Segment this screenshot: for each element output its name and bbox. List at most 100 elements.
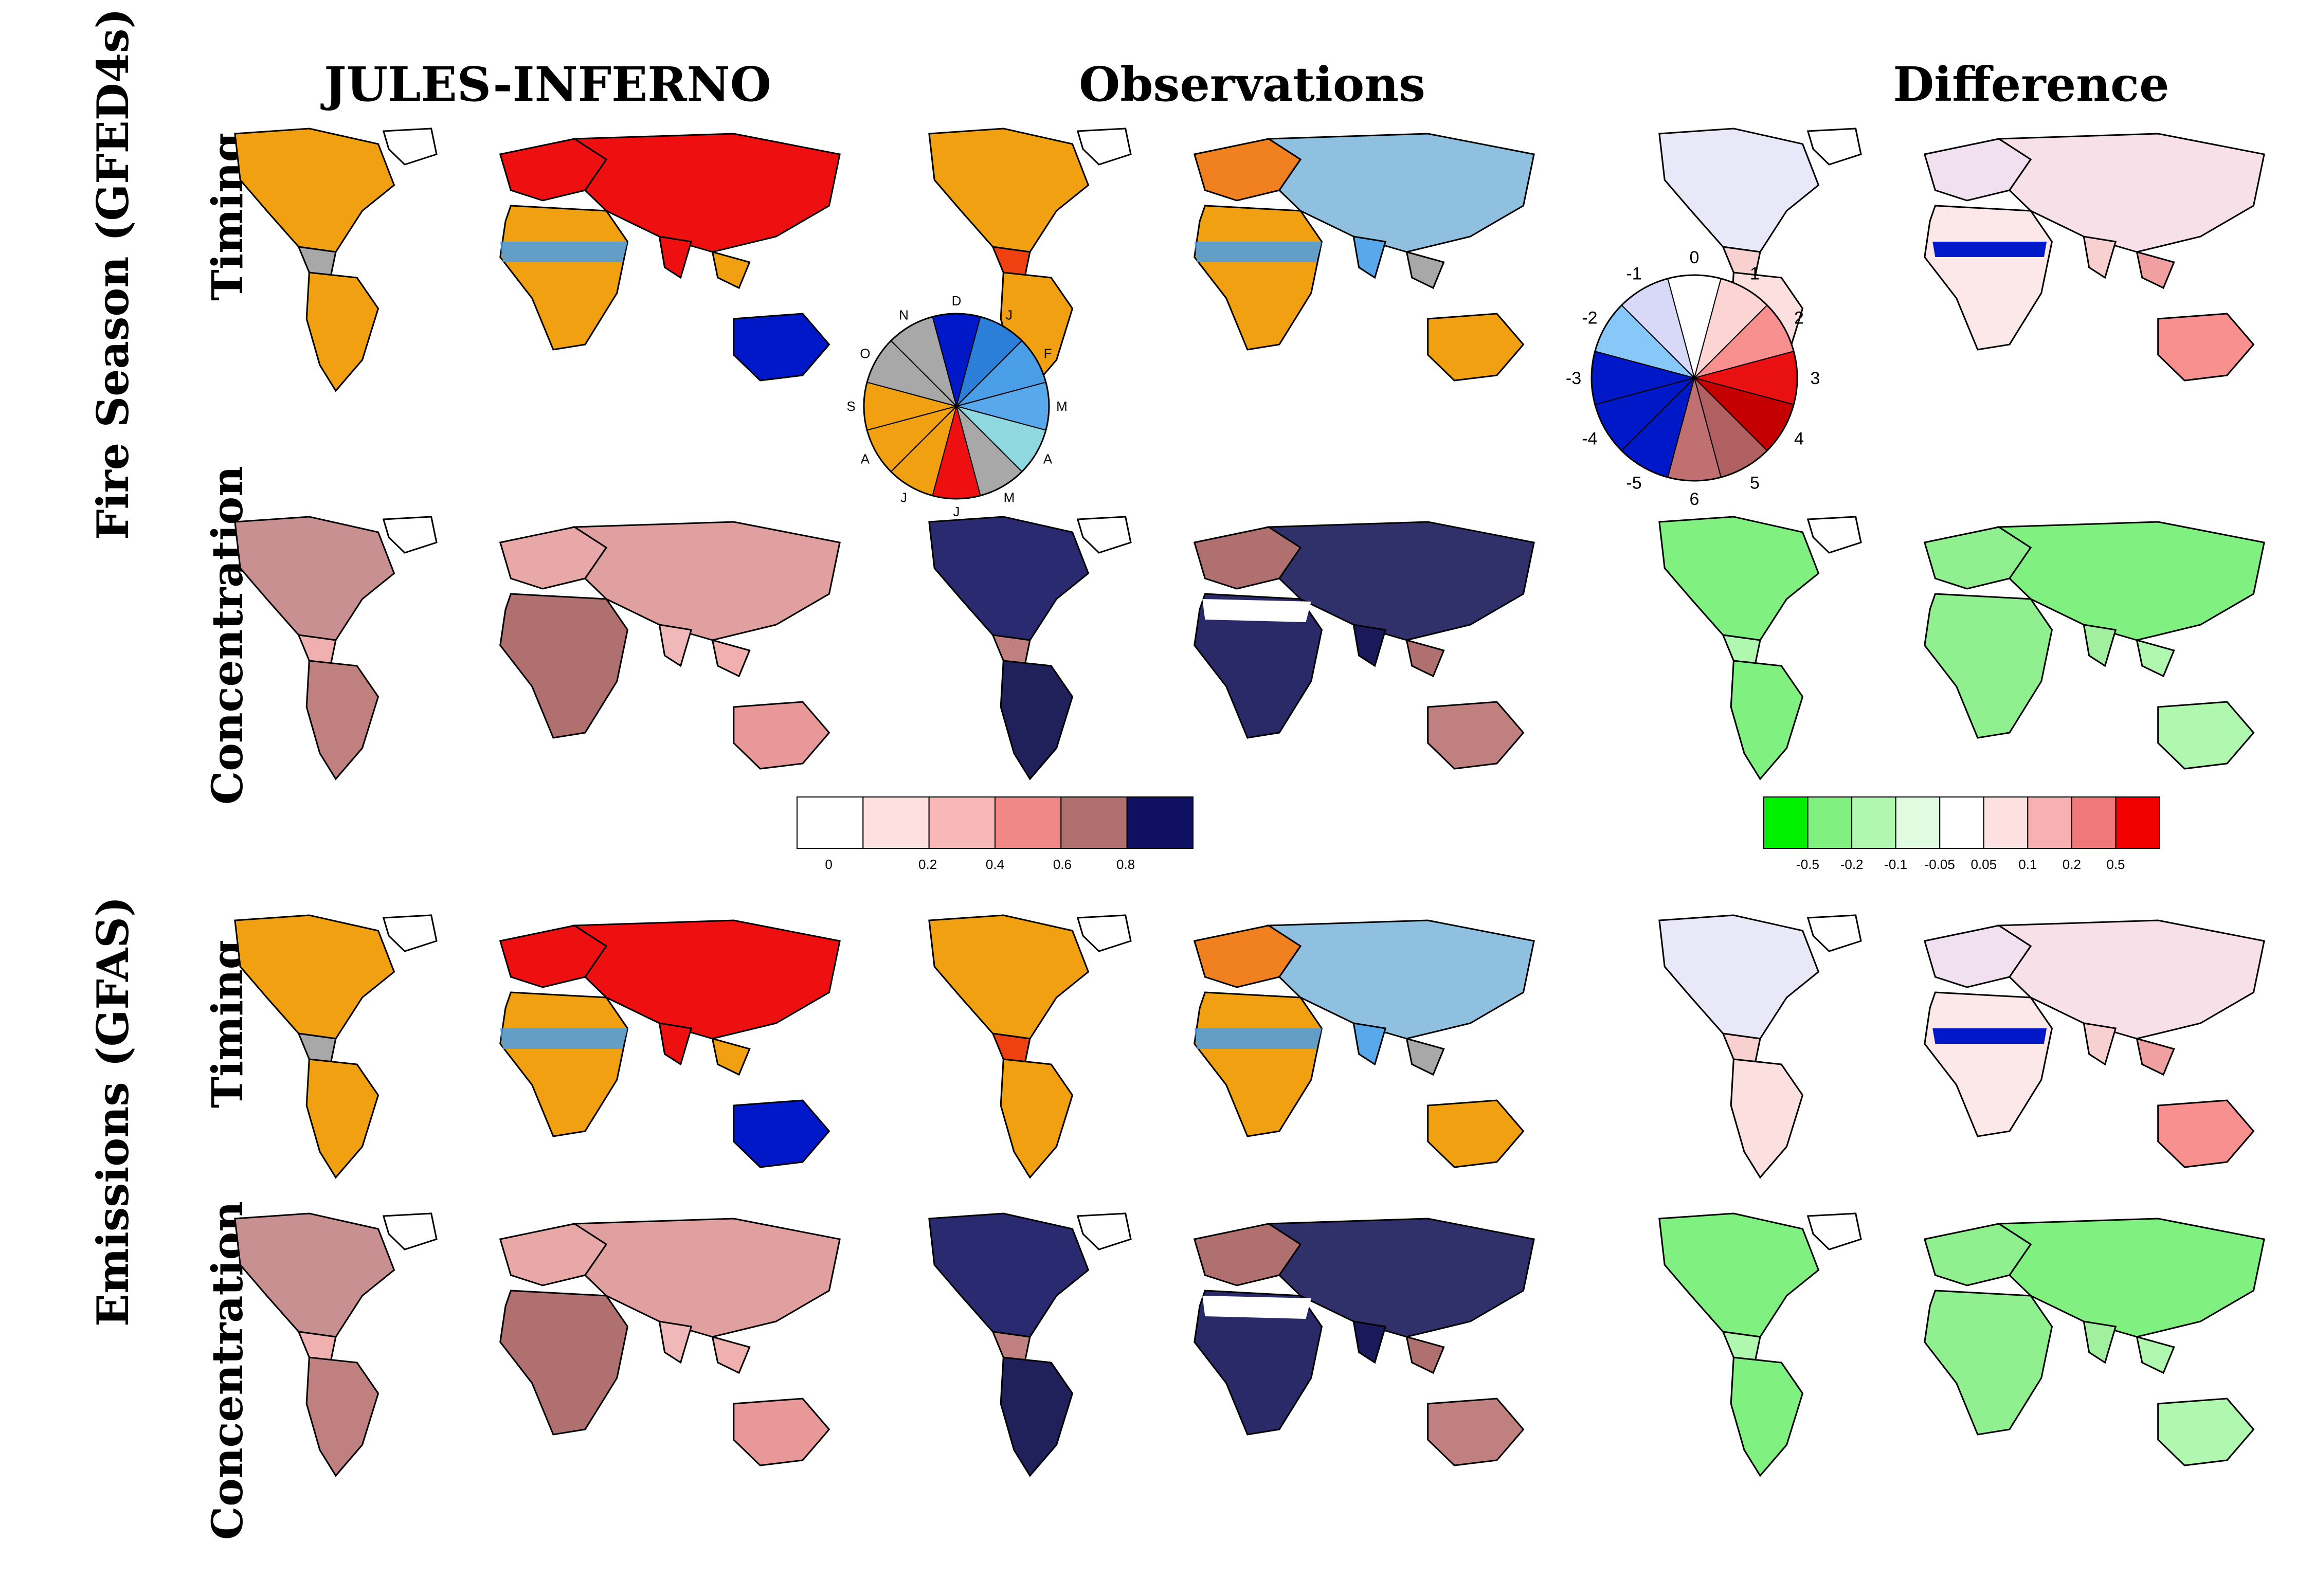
colorbar-swatch xyxy=(1851,796,1896,849)
landmass-gr xyxy=(382,516,438,554)
colorbar-tick-label: 0.1 xyxy=(2018,857,2037,872)
landmass-sea xyxy=(1405,250,1445,289)
world-map-10 xyxy=(928,1212,1535,1477)
wheel-label: A xyxy=(861,451,870,467)
landmass-af xyxy=(1194,991,1323,1137)
landmass-sea xyxy=(2136,250,2175,289)
wheel-label: 0 xyxy=(1690,248,1700,267)
landmass-au xyxy=(1427,1398,1525,1466)
landmass-na xyxy=(1658,128,1820,253)
wheel-label: M xyxy=(1056,398,1068,414)
colorbar-swatch xyxy=(1939,796,1984,849)
landmass-na xyxy=(234,914,395,1040)
wheel-label: -2 xyxy=(1582,308,1597,328)
world-map-1 xyxy=(928,128,1535,392)
landmass-sa xyxy=(1730,1058,1804,1179)
landmass-gr xyxy=(1806,914,1862,952)
world-map-8 xyxy=(1658,914,2265,1179)
wheel-label: A xyxy=(1043,451,1053,467)
landmass-gr xyxy=(1076,1212,1132,1250)
landmass-na xyxy=(234,1212,395,1338)
wheel-label: 5 xyxy=(1750,473,1760,493)
colorbar-swatch xyxy=(797,796,864,849)
difference-wheel-legend: 0 1 2 3 4 5 6 -5 -4 -3 -2 -1 xyxy=(1566,248,1820,509)
landmass-au xyxy=(733,1398,830,1466)
landmass-af xyxy=(1924,991,2053,1137)
landmass-au xyxy=(1427,1099,1525,1168)
wheel-label: 1 xyxy=(1750,264,1760,283)
world-map-11 xyxy=(1658,1212,2265,1477)
landmass-au xyxy=(2157,313,2255,382)
colorbar-swatch xyxy=(2027,796,2072,849)
landmass-gr xyxy=(382,128,438,166)
landmass-gr xyxy=(1076,128,1132,166)
colorbar-tick-label: 0.2 xyxy=(918,857,937,872)
landmass-af xyxy=(1194,1290,1323,1436)
landmass-au xyxy=(1427,701,1525,770)
wheel-label: 6 xyxy=(1690,489,1700,509)
landmass-sa xyxy=(1000,1058,1074,1179)
wheel-label: 2 xyxy=(1794,308,1804,328)
landmass-na xyxy=(1658,914,1820,1040)
colorbar-tick-label: 0.4 xyxy=(986,857,1004,872)
world-map-0 xyxy=(234,128,841,392)
world-map-4 xyxy=(928,516,1535,781)
wheel-label: O xyxy=(860,346,870,361)
wheel-label: 3 xyxy=(1811,369,1820,388)
sahara-band xyxy=(1202,599,1311,622)
landmass-ind xyxy=(2083,624,2117,667)
landmass-au xyxy=(1427,313,1525,382)
wheel-label: -3 xyxy=(1566,369,1581,388)
colorbar-tick-label: 0.8 xyxy=(1116,857,1135,872)
landmass-sa xyxy=(1730,1356,1804,1477)
landmass-af xyxy=(1194,205,1323,351)
colorbar-tick-label: -0.1 xyxy=(1884,857,1907,872)
colorbar-swatch xyxy=(2071,796,2117,849)
wheel-label: D xyxy=(952,293,962,309)
landmass-sa xyxy=(305,271,379,392)
column-title-difference: Difference xyxy=(1893,57,2170,112)
colorbar-swatch xyxy=(1060,796,1128,849)
wheel-label: -1 xyxy=(1626,264,1641,283)
landmass-sa xyxy=(1000,660,1074,781)
sahel-band xyxy=(1932,242,2047,257)
landmass-sea xyxy=(2136,1335,2175,1374)
world-map-5 xyxy=(1658,516,2265,781)
colorbar-tick-label: 0.05 xyxy=(1970,857,1997,872)
landmass-na xyxy=(234,516,395,641)
landmass-gr xyxy=(1806,516,1862,554)
landmass-gr xyxy=(382,914,438,952)
colorbar-tick-label: -0.05 xyxy=(1925,857,1955,872)
world-map-3 xyxy=(234,516,841,781)
wheel-label: M xyxy=(1004,490,1015,505)
wheel-label: S xyxy=(846,398,855,414)
world-map-2 xyxy=(1658,128,2265,392)
colorbar-swatch xyxy=(928,796,996,849)
colorbar-swatch xyxy=(862,796,930,849)
colorbar-tick-label: 0.6 xyxy=(1053,857,1072,872)
colorbar-swatch xyxy=(1763,796,1809,849)
wheel-label: N xyxy=(899,307,909,323)
landmass-af xyxy=(499,205,629,351)
landmass-sea xyxy=(711,250,751,289)
landmass-sa xyxy=(1730,660,1804,781)
landmass-sea xyxy=(711,639,751,678)
landmass-gr xyxy=(382,1212,438,1250)
landmass-sea xyxy=(1405,1037,1445,1076)
landmass-na xyxy=(928,914,1090,1040)
landmass-gr xyxy=(1806,128,1862,166)
sahel-band xyxy=(1194,1028,1322,1049)
landmass-na xyxy=(928,516,1090,641)
world-map-9 xyxy=(234,1212,841,1477)
landmass-af xyxy=(499,593,629,739)
landmass-au xyxy=(2157,1099,2255,1168)
colorbar-swatch xyxy=(1983,796,2029,849)
colorbar-tick-label: 0 xyxy=(825,857,832,872)
wheel-label: -4 xyxy=(1582,429,1597,448)
wheel-label: 4 xyxy=(1794,429,1804,448)
landmass-sea xyxy=(1405,639,1445,678)
wheel-label: -5 xyxy=(1626,473,1641,493)
landmass-sea xyxy=(2136,639,2175,678)
